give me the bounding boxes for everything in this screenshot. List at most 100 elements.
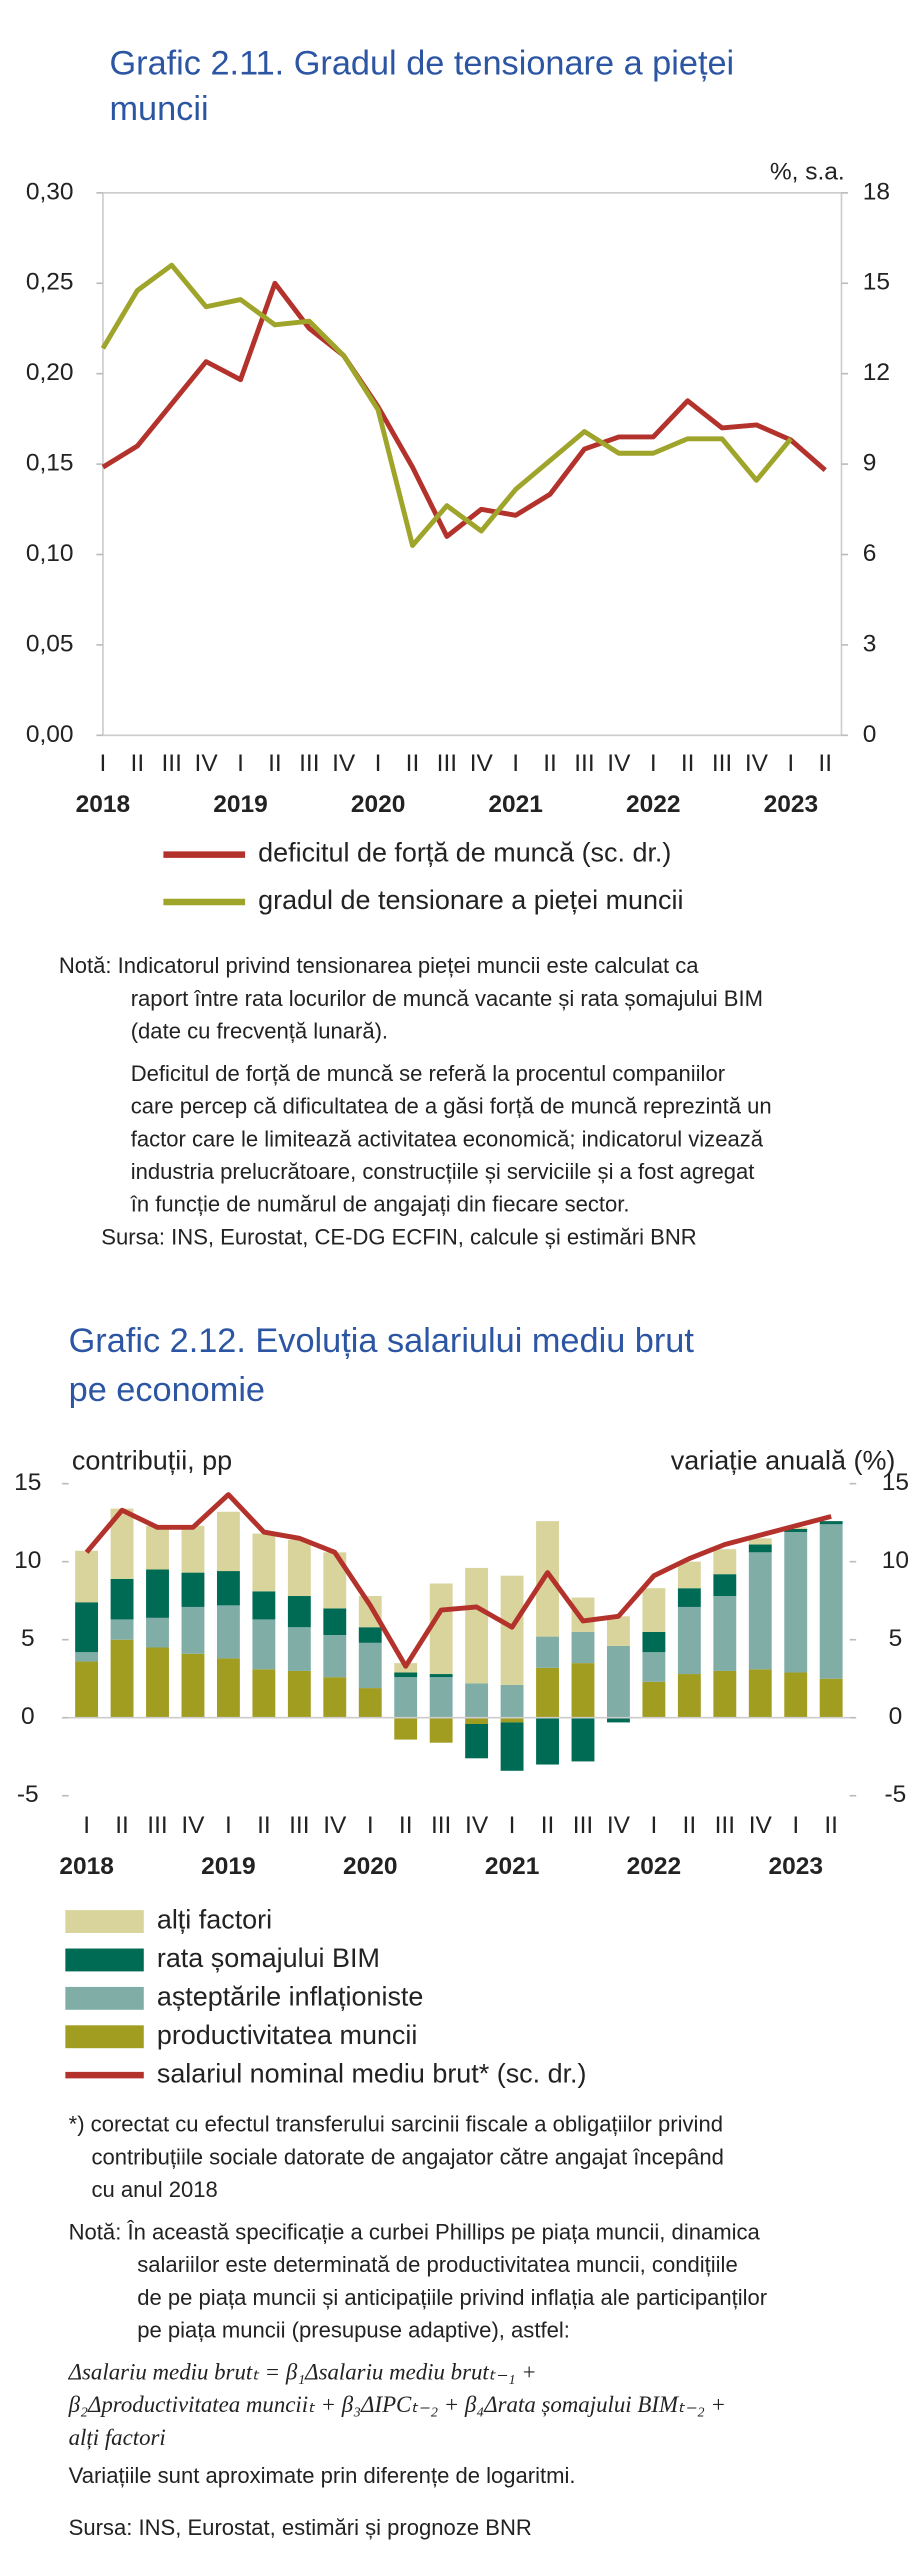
bar-segment — [536, 1636, 559, 1668]
y2-tick-label: 6 — [863, 540, 877, 567]
footnote: cu anul 2018 — [92, 2177, 218, 2202]
bar-segment — [713, 1596, 737, 1671]
x-tick-label: IV — [465, 1812, 489, 1839]
bar-segment — [181, 1572, 205, 1607]
x-tick-label: IV — [607, 1812, 631, 1839]
bar-segment — [358, 1688, 382, 1718]
chart-title: Grafic 2.11. Gradul de tensionare a pieț… — [109, 44, 734, 82]
year-label: 2020 — [343, 1853, 398, 1880]
bar-segment — [181, 1653, 205, 1718]
bar-segment — [181, 1606, 205, 1654]
legend-swatch — [65, 1986, 144, 2010]
bar-segment — [784, 1532, 808, 1673]
x-tick-label: III — [147, 1812, 167, 1839]
bar-segment — [748, 1669, 772, 1718]
bar-segment — [571, 1663, 595, 1718]
bar-segment — [713, 1549, 737, 1575]
bar-segment — [819, 1524, 843, 1679]
y-tick-label: 0,25 — [26, 269, 74, 296]
bar-segment — [748, 1552, 772, 1670]
bar-segment — [748, 1538, 772, 1545]
bar-segment — [642, 1652, 666, 1682]
bar-segment — [358, 1642, 382, 1689]
bar-segment — [465, 1723, 489, 1759]
bar-segment — [181, 1525, 205, 1573]
y-tick-label: 0,15 — [26, 450, 74, 477]
note: raport între rata locurilor de muncă vac… — [131, 986, 763, 1011]
bar-segment — [642, 1631, 666, 1653]
footnote: *) corectat cu efectul transferului sarc… — [69, 2112, 723, 2137]
bar-segment — [394, 1672, 418, 1678]
legend-label: salariul nominal mediu brut* (sc. dr.) — [157, 2058, 587, 2088]
x-tick-label: III — [299, 750, 319, 777]
x-tick-label: I — [509, 1812, 516, 1839]
y-tick-label: 10 — [14, 1547, 41, 1574]
y2-tick-label: -5 — [884, 1781, 906, 1808]
note: Variațiile sunt aproximate prin diferenț… — [69, 2463, 576, 2488]
x-tick-label: III — [431, 1812, 451, 1839]
bar-segment — [252, 1619, 276, 1670]
y-axis-label: contribuții, pp — [72, 1446, 232, 1476]
bar-segment — [536, 1717, 559, 1765]
y2-tick-label: 5 — [889, 1625, 903, 1652]
x-tick-label: II — [257, 1812, 271, 1839]
note: (date cu frecvență lunară). — [131, 1019, 388, 1044]
year-label: 2019 — [201, 1853, 256, 1880]
x-tick-label: II — [399, 1812, 413, 1839]
bar-segment — [216, 1511, 240, 1572]
y2-tick-label: 18 — [863, 178, 890, 205]
x-tick-label: II — [541, 1812, 555, 1839]
bar-segment — [216, 1571, 240, 1606]
series-line — [101, 280, 827, 539]
note: factor care le limitează activitatea eco… — [131, 1126, 764, 1151]
legend-label: gradul de tensionare a pieței muncii — [258, 885, 683, 915]
bar-segment — [713, 1670, 737, 1718]
bar-segment — [465, 1567, 489, 1684]
x-tick-label: II — [683, 1812, 697, 1839]
note: de pe piața muncii și anticipațiile priv… — [137, 2285, 767, 2310]
bar-segment — [75, 1602, 99, 1653]
bar-segment — [429, 1677, 453, 1718]
bar-segment — [110, 1639, 134, 1718]
bar-segment — [571, 1717, 595, 1762]
note: în funcție de numărul de angajați din fi… — [130, 1192, 630, 1217]
x-tick-label: IV — [181, 1812, 205, 1839]
y-tick-label: 0,05 — [26, 630, 74, 657]
x-tick-label: I — [225, 1812, 232, 1839]
bar-segment — [571, 1597, 595, 1632]
legend-swatch — [65, 2025, 144, 2049]
y-tick-label: 0,30 — [26, 178, 74, 205]
bar-segment — [429, 1717, 453, 1743]
bar-segment — [75, 1652, 99, 1662]
note: Deficitul de forță de muncă se referă la… — [131, 1061, 725, 1086]
bar-segment — [146, 1617, 169, 1648]
bar-segment — [713, 1574, 737, 1597]
source: Sursa: INS, Eurostat, estimări și progno… — [69, 2515, 532, 2540]
bar-segment — [287, 1670, 311, 1718]
bar-segment — [642, 1681, 666, 1718]
bar-segment — [75, 1661, 99, 1718]
series-line — [84, 1492, 832, 1669]
chart-title: muncii — [109, 90, 208, 128]
x-tick-label: I — [237, 750, 244, 777]
bar-segment — [323, 1608, 347, 1636]
legend-swatch — [65, 1910, 144, 1933]
bar-segment — [677, 1674, 701, 1718]
x-tick-label: III — [289, 1812, 309, 1839]
x-tick-label: I — [792, 1812, 799, 1839]
bar-segment — [536, 1521, 559, 1637]
bar-segment — [677, 1606, 701, 1675]
x-tick-label: IV — [195, 750, 219, 777]
bar-segment — [146, 1647, 169, 1718]
x-tick-label: II — [818, 750, 832, 777]
x-tick-label: III — [712, 750, 732, 777]
bar-segment — [784, 1672, 808, 1718]
bar-segment — [110, 1619, 134, 1640]
y2-axis-label: variație anuală (%) — [671, 1446, 896, 1476]
x-tick-label: II — [131, 750, 145, 777]
chart-title: Grafic 2.12. Evoluția salariului mediu b… — [69, 1322, 695, 1360]
x-tick-label: II — [268, 750, 282, 777]
year-label: 2021 — [485, 1853, 540, 1880]
formula: Δsalariu mediu brutₜ = β₁Δsalariu mediu … — [68, 2359, 537, 2384]
